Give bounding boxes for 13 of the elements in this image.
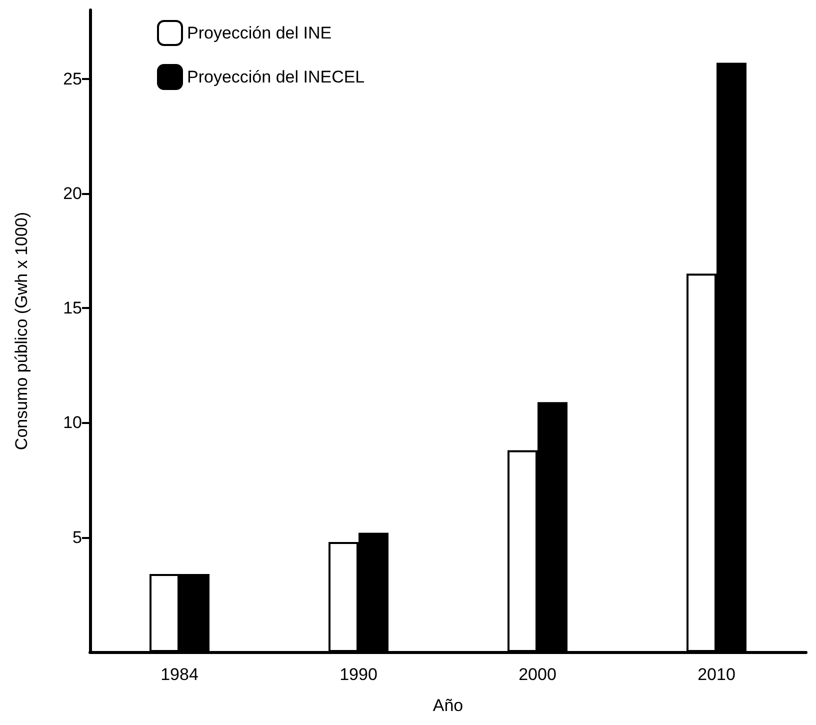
legend-label: Proyección del INE bbox=[187, 24, 332, 42]
y-tick-label: 25 bbox=[63, 69, 82, 88]
y-tick-label: 10 bbox=[63, 413, 82, 432]
y-tick-label: 5 bbox=[72, 528, 82, 547]
legend-label: Proyección del INECEL bbox=[187, 68, 365, 86]
x-tick-label: 1984 bbox=[160, 665, 198, 684]
y-tick-label: 15 bbox=[63, 298, 82, 318]
x-axis-title: Año bbox=[432, 696, 464, 715]
x-tick-label: 1990 bbox=[340, 665, 378, 684]
y-axis-title: Consumo público (Gwh x 1000) bbox=[12, 212, 31, 450]
y-tick-label: 20 bbox=[63, 184, 82, 203]
x-tick-label: 2000 bbox=[518, 665, 556, 684]
x-tick-label: 2010 bbox=[698, 665, 736, 684]
